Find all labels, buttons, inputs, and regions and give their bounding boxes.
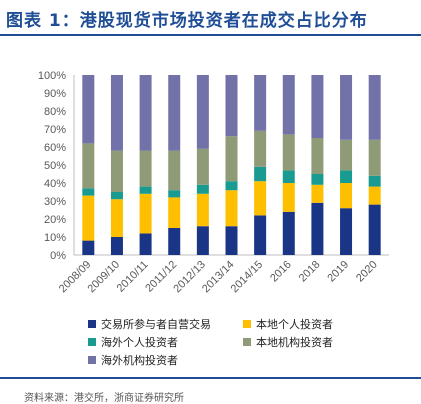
bar-segment (340, 208, 353, 255)
bar-segment (168, 228, 181, 255)
bar-segment (311, 138, 324, 174)
bar-segment (225, 75, 238, 137)
source-note: 资料来源：港交所，浙商证券研究所 (24, 393, 184, 404)
bar-segment (311, 184, 324, 203)
bar-segment (340, 183, 353, 209)
bar-segment (282, 75, 295, 135)
legend-label-5: 海外机构投资者 (101, 354, 178, 367)
bar-segment (282, 183, 295, 212)
bar-segment (225, 226, 238, 255)
y-tick-label: 70% (44, 124, 66, 136)
bar-segment (196, 148, 209, 185)
bar-segment (225, 190, 238, 227)
y-tick-label: 30% (44, 196, 66, 208)
bar-segment (254, 166, 267, 182)
legend-item-series-3: 海外个人投资者 (88, 334, 178, 350)
bar-segment (196, 226, 209, 255)
chart-title: 图表 1：港股现货市场投资者在成交占比分布 (6, 11, 368, 31)
legend-swatch-2 (243, 320, 251, 328)
stacked-bar-chart: 0%10%20%30%40%50%60%70%80%90%100%2008/09… (38, 70, 389, 296)
bar-segment (110, 199, 123, 237)
y-tick-label: 10% (44, 232, 66, 244)
legend-item-series-4: 本地机构投资者 (243, 334, 333, 350)
legend-swatch-1 (88, 320, 96, 328)
legend-swatch-5 (88, 356, 96, 364)
bar-segment (254, 181, 267, 216)
x-tick-label: 2016 (268, 259, 294, 285)
bar-segment (368, 139, 381, 176)
y-tick-label: 20% (44, 214, 66, 226)
bar-segment (139, 193, 152, 234)
legend-item-series-1: 交易所参与者自营交易 (88, 316, 211, 332)
legend-label-3: 海外个人投资者 (101, 336, 178, 349)
y-tick-label: 50% (44, 160, 66, 172)
bar-segment (254, 75, 267, 131)
x-tick-label: 2009/10 (85, 259, 122, 296)
bar-segment (168, 190, 181, 198)
y-tick-label: 40% (44, 178, 66, 190)
bar-segment (225, 181, 238, 191)
title-divider (0, 34, 421, 36)
bar-segment (254, 215, 267, 255)
bar-segment (282, 134, 295, 171)
legend-label-1: 交易所参与者自营交易 (101, 318, 211, 331)
bar-segment (110, 237, 123, 255)
bar-segment (196, 193, 209, 227)
legend-label-2: 本地个人投资者 (256, 318, 333, 331)
legend-label-4: 本地机构投资者 (256, 336, 333, 349)
bar-segment (82, 75, 95, 144)
bar-segment (368, 175, 381, 187)
legend-swatch-4 (243, 338, 251, 346)
bar-segment (110, 192, 123, 200)
bar-segment (340, 139, 353, 171)
bar-segment (282, 170, 295, 183)
bar-segment (82, 195, 95, 241)
bar-segment (225, 136, 238, 182)
bar-segment (139, 75, 152, 151)
bar-segment (82, 188, 95, 196)
legend-swatch-3 (88, 338, 96, 346)
legend-item-series-5: 海外机构投资者 (88, 352, 178, 368)
bar-segment (340, 170, 353, 183)
bar-segment (139, 233, 152, 255)
bar-segment (168, 75, 181, 151)
x-tick-label: 2020 (354, 259, 380, 285)
legend-item-series-2: 本地个人投资者 (243, 316, 333, 332)
bar-segment (282, 211, 295, 255)
bar-segment (82, 143, 95, 189)
bar-segment (340, 75, 353, 140)
bar-segment (311, 75, 324, 138)
bar-segment (196, 184, 209, 194)
x-tick-label: 2018 (297, 259, 323, 285)
bar-segment (196, 75, 209, 149)
bar-segment (82, 240, 95, 255)
bar-segment (139, 150, 152, 187)
bar-segment (168, 150, 181, 191)
y-tick-label: 0% (50, 250, 66, 262)
y-tick-label: 80% (44, 106, 66, 118)
footer-divider (0, 377, 421, 379)
bar-segment (110, 75, 123, 151)
y-tick-label: 60% (44, 142, 66, 154)
bar-segment (368, 204, 381, 255)
bar-segment (139, 186, 152, 194)
y-tick-label: 100% (38, 70, 66, 82)
bar-segment (254, 130, 267, 167)
y-tick-label: 90% (44, 88, 66, 100)
bar-segment (110, 150, 123, 192)
bar-segment (311, 202, 324, 255)
bar-segment (168, 197, 181, 228)
bar-segment (368, 75, 381, 140)
bar-segment (368, 186, 381, 205)
bar-segment (311, 174, 324, 185)
x-tick-label: 2019 (325, 259, 351, 285)
x-tick-label: 2014/15 (229, 259, 266, 296)
